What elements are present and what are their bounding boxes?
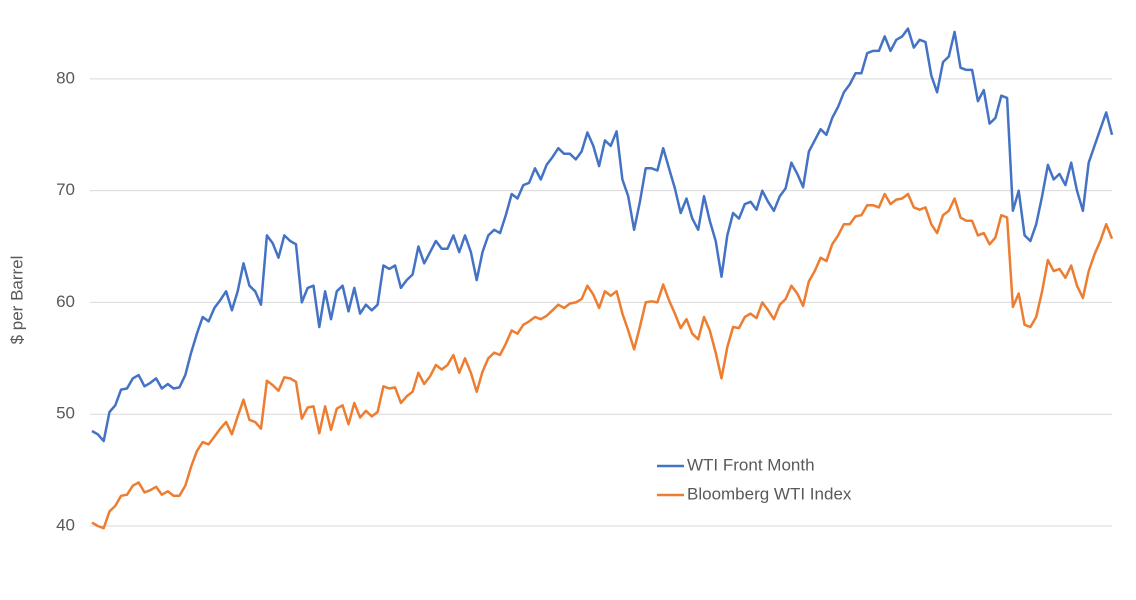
series-line [91,27,1114,443]
y-tick-label: 60 [56,292,75,311]
legend-label: WTI Front Month [687,455,815,474]
y-tick-label: 80 [56,68,75,87]
y-tick-label: 70 [56,180,75,199]
y-tick-label: 40 [56,515,75,534]
series-line [91,192,1114,530]
legend-label: Bloomberg WTI Index [687,484,852,503]
y-axis-label: $ per Barrel [7,256,26,345]
y-tick-label: 50 [56,404,75,423]
